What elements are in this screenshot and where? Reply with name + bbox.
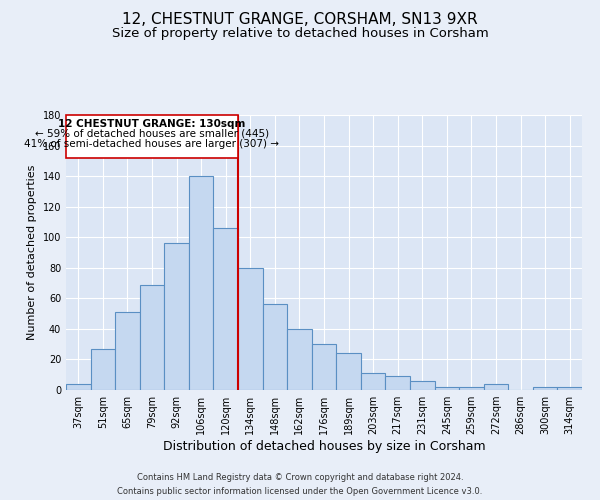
Bar (91, 349, 115, 390)
Bar (434, 387, 459, 390)
Bar (312, 344, 336, 390)
Bar (238, 268, 263, 390)
Text: Contains HM Land Registry data © Crown copyright and database right 2024.: Contains HM Land Registry data © Crown c… (137, 473, 463, 482)
Bar (115, 312, 140, 390)
FancyBboxPatch shape (66, 115, 238, 158)
Bar (385, 376, 410, 390)
Y-axis label: Number of detached properties: Number of detached properties (27, 165, 37, 340)
Bar (557, 387, 582, 390)
Bar (361, 373, 385, 390)
Text: 12 CHESTNUT GRANGE: 130sqm: 12 CHESTNUT GRANGE: 130sqm (58, 119, 245, 129)
Text: Size of property relative to detached houses in Corsham: Size of property relative to detached ho… (112, 28, 488, 40)
Text: 12, CHESTNUT GRANGE, CORSHAM, SN13 9XR: 12, CHESTNUT GRANGE, CORSHAM, SN13 9XR (122, 12, 478, 28)
Bar (140, 284, 164, 390)
Bar (263, 304, 287, 390)
Bar (459, 387, 484, 390)
Text: ← 59% of detached houses are smaller (445): ← 59% of detached houses are smaller (44… (35, 128, 269, 138)
Bar (336, 354, 361, 390)
Bar (484, 384, 508, 390)
Bar (164, 244, 189, 390)
Text: 41% of semi-detached houses are larger (307) →: 41% of semi-detached houses are larger (… (25, 138, 280, 148)
Bar (214, 228, 238, 390)
Bar (189, 176, 214, 390)
Bar (410, 381, 434, 390)
Bar (287, 329, 312, 390)
Bar (66, 384, 91, 390)
Bar (533, 387, 557, 390)
X-axis label: Distribution of detached houses by size in Corsham: Distribution of detached houses by size … (163, 440, 485, 453)
Text: Contains public sector information licensed under the Open Government Licence v3: Contains public sector information licen… (118, 486, 482, 496)
